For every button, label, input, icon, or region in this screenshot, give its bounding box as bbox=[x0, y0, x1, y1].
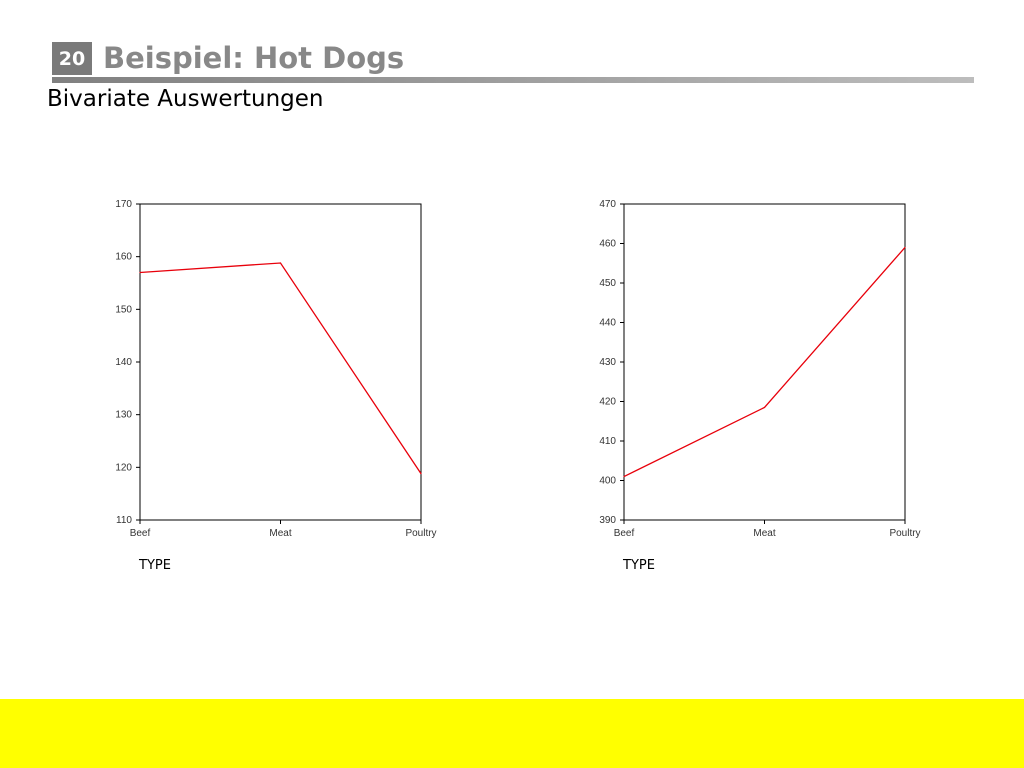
chart-svg-right: 390 400 410 420 430 440 450 460 470 Beef Meat Poult… bbox=[599, 199, 920, 539]
x-tick-label: Beef bbox=[130, 528, 151, 539]
x-tick-label: Poultry bbox=[405, 528, 436, 539]
title-underline bbox=[52, 77, 974, 83]
line-chart-left: 110 120 130 140 150 160 170 Beef Meat Poultry TYP… bbox=[104, 188, 444, 588]
x-tick-label: Meat bbox=[269, 528, 291, 539]
slide-title: Beispiel: Hot Dogs bbox=[103, 41, 405, 75]
x-axis-title-left: TYPE bbox=[139, 558, 171, 573]
x-tick-label: Meat bbox=[753, 528, 775, 539]
y-tick-label: 470 bbox=[599, 199, 616, 210]
x-tick-label: Poultry bbox=[889, 528, 920, 539]
series-line bbox=[139, 262, 422, 475]
x-tick-label: Beef bbox=[614, 528, 635, 539]
y-tick-label: 400 bbox=[599, 476, 616, 487]
footer-bar bbox=[0, 699, 1024, 768]
y-tick-label: 460 bbox=[599, 239, 616, 250]
data-point-meat bbox=[763, 406, 766, 409]
y-tick-label: 130 bbox=[115, 410, 132, 421]
y-tick-label: 390 bbox=[599, 515, 616, 526]
y-tick-label: 420 bbox=[599, 397, 616, 408]
y-tick-label: 170 bbox=[115, 199, 132, 210]
y-tick-label: 440 bbox=[599, 318, 616, 329]
data-point-poultry bbox=[904, 246, 906, 249]
y-tick-label: 410 bbox=[599, 436, 616, 447]
y-tick-label: 120 bbox=[115, 462, 132, 473]
data-point-poultry bbox=[420, 473, 422, 475]
y-tick-label: 450 bbox=[599, 278, 616, 289]
series-line bbox=[623, 247, 906, 478]
data-point-beef bbox=[139, 271, 141, 274]
line-chart-right: 390 400 410 420 430 440 450 460 470 Beef Meat Poult… bbox=[588, 188, 928, 588]
y-tick-label: 150 bbox=[115, 304, 132, 315]
x-axis-title-right: TYPE bbox=[623, 558, 655, 573]
y-tick-label: 140 bbox=[115, 357, 132, 368]
chart-svg-left: 110 120 130 140 150 160 170 Beef Meat Poultry bbox=[115, 199, 436, 539]
slide-number-badge: 20 bbox=[52, 42, 92, 75]
y-tick-label: 430 bbox=[599, 357, 616, 368]
y-tick-label: 160 bbox=[115, 252, 132, 263]
data-point-beef bbox=[623, 475, 625, 478]
slide-subtitle: Bivariate Auswertungen bbox=[47, 86, 324, 112]
plot-frame bbox=[139, 203, 422, 521]
y-tick-label: 110 bbox=[116, 515, 132, 526]
data-point-meat bbox=[279, 262, 282, 264]
plot-frame bbox=[623, 203, 906, 521]
